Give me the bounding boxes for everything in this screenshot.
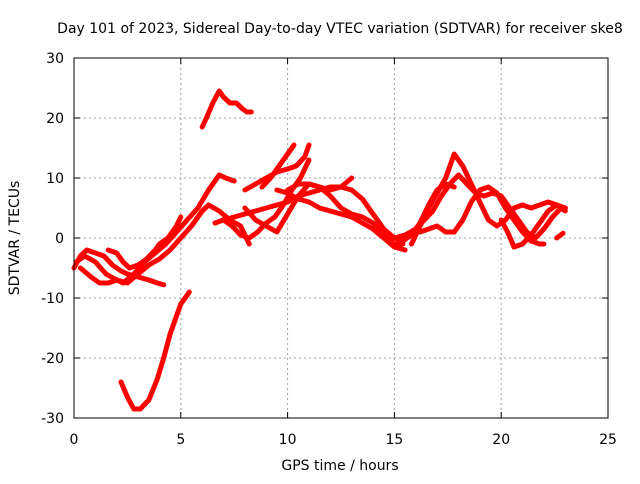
series-trace-15: [409, 151, 568, 247]
y-tick-label: 0: [55, 231, 64, 247]
y-tick-label: 20: [46, 111, 64, 127]
series-trace-3: [73, 202, 252, 286]
x-tick-label: 0: [70, 432, 79, 448]
axes: 0 5 10 15 20 25 -30 -20 -10 0 10 20 30: [41, 51, 617, 448]
series-trace-11: [259, 142, 297, 190]
series-trace-9: [242, 181, 406, 247]
grid: [74, 58, 608, 418]
series-trace-5: [118, 289, 192, 412]
x-axis-label: GPS time / hours: [281, 458, 398, 474]
series-trace-18: [554, 230, 566, 241]
series-trace-2: [77, 172, 237, 286]
series-trace-10: [242, 142, 312, 193]
x-tick-label: 5: [176, 432, 185, 448]
series-trace-13: [285, 175, 355, 193]
series-trace-1: [71, 247, 167, 288]
y-tick-label: 30: [46, 51, 64, 67]
x-tick-label: 20: [492, 432, 510, 448]
y-tick-label: -20: [41, 351, 64, 367]
series-trace-6: [199, 88, 254, 130]
chart-title: Day 101 of 2023, Sidereal Day-to-day VTE…: [57, 21, 623, 37]
series-trace-17: [498, 202, 568, 250]
x-tick-label: 25: [599, 432, 617, 448]
series-trace-12: [274, 187, 408, 253]
data-series: [71, 88, 568, 412]
x-tick-label: 15: [385, 432, 403, 448]
x-tick-label: 10: [279, 432, 297, 448]
y-tick-label: 10: [46, 171, 64, 187]
series-trace-4: [105, 214, 184, 271]
y-tick-label: -30: [41, 411, 64, 427]
y-tick-label: -10: [41, 291, 64, 307]
y-axis-label: SDTVAR / TECUs: [7, 181, 23, 296]
